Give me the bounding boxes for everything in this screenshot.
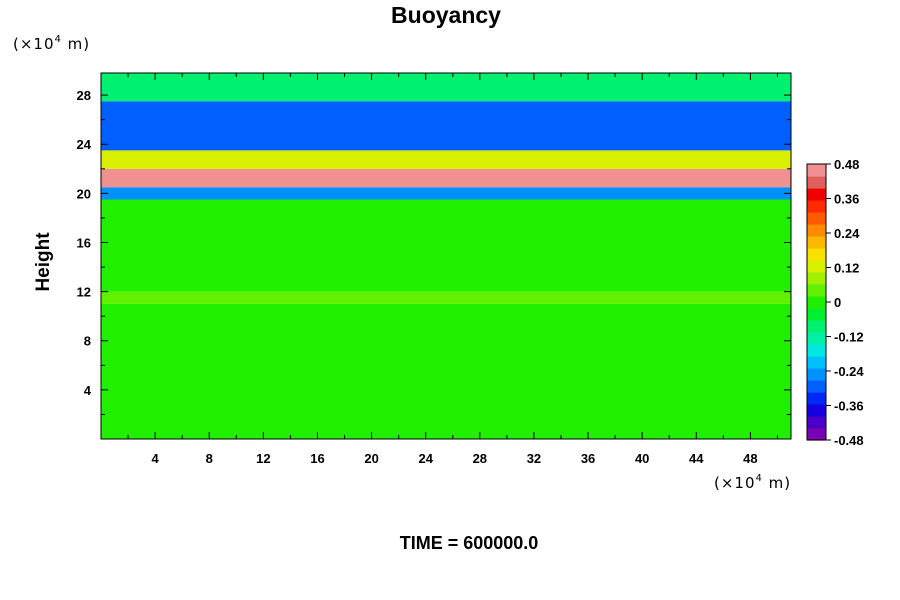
y-tick-label: 8 <box>84 334 91 349</box>
heatmap-field <box>101 73 791 439</box>
x-tick-label: 4 <box>152 451 160 466</box>
colorbar-swatch <box>807 332 826 345</box>
colorbar-swatch <box>807 380 826 393</box>
colorbar-swatch <box>807 428 826 441</box>
x-tick-label: 40 <box>635 451 649 466</box>
colorbar-swatch <box>807 272 826 285</box>
x-tick-label: 32 <box>527 451 541 466</box>
colorbar-tick-label: 0 <box>834 295 841 310</box>
y-tick-label: 12 <box>77 285 91 300</box>
x-tick-label: 8 <box>206 451 213 466</box>
colorbar-swatch <box>807 308 826 321</box>
y-axis-unit: (×104 m) <box>13 34 90 53</box>
colorbar-swatch <box>807 188 826 201</box>
colorbar-swatch <box>807 164 826 177</box>
y-tick-label: 24 <box>77 137 92 152</box>
x-tick-label: 24 <box>418 451 433 466</box>
heatmap-band <box>101 199 791 292</box>
colorbar-swatch <box>807 320 826 333</box>
x-tick-label: 16 <box>310 451 324 466</box>
colorbar-tick-label: 0.48 <box>834 157 859 172</box>
heatmap-band <box>101 303 791 439</box>
heatmap-band <box>101 73 791 102</box>
colorbar-swatch <box>807 236 826 249</box>
colorbar-swatch <box>807 368 826 381</box>
x-tick-label: 44 <box>689 451 704 466</box>
colorbar-tick-label: -0.12 <box>834 330 864 345</box>
x-tick-label: 20 <box>364 451 378 466</box>
colorbar-tick-label: 0.36 <box>834 192 859 207</box>
colorbar: 0.48 0.36 0.24 0.12 0 -0.12 -0.24 -0.36 -0.48 <box>806 157 864 448</box>
colorbar-swatch <box>807 392 826 405</box>
colorbar-swatch <box>807 344 826 357</box>
y-tick-label: 20 <box>77 186 91 201</box>
colorbar-tick-label: 0.12 <box>834 261 859 276</box>
x-tick-label: 28 <box>473 451 487 466</box>
heatmap-band <box>101 101 791 151</box>
colorbar-tick-label: 0.24 <box>834 226 860 241</box>
y-tick-label: 28 <box>77 88 91 103</box>
colorbar-swatch <box>807 212 826 225</box>
heatmap-band <box>101 291 791 304</box>
colorbar-swatch <box>807 416 826 429</box>
colorbar-swatch <box>807 356 826 369</box>
colorbar-swatch <box>807 404 826 417</box>
y-tick-label: 4 <box>84 383 92 398</box>
colorbar-swatch <box>807 224 826 237</box>
heatmap-band <box>101 150 791 169</box>
time-footer: TIME = 600000.0 <box>400 533 539 553</box>
colorbar-tick-label: -0.48 <box>834 433 864 448</box>
plot-frame <box>100 72 792 440</box>
y-tick-label: 16 <box>77 235 91 250</box>
colorbar-swatch <box>807 260 826 273</box>
x-tick-label: 48 <box>743 451 757 466</box>
x-tick-label: 36 <box>581 451 595 466</box>
colorbar-tick-label: -0.24 <box>834 364 864 379</box>
colorbar-swatch <box>807 248 826 261</box>
colorbar-swatch <box>807 176 826 189</box>
heatmap-band <box>101 168 791 188</box>
y-axis-label: Height <box>33 232 54 292</box>
heatmap-band <box>101 187 791 200</box>
chart-title: Buoyancy <box>391 2 501 28</box>
colorbar-swatch <box>807 284 826 297</box>
colorbar-swatch <box>807 296 826 309</box>
x-tick-label: 12 <box>256 451 270 466</box>
colorbar-swatch <box>807 200 826 213</box>
x-axis-unit: (×104 m) <box>714 473 791 492</box>
colorbar-tick-label: -0.36 <box>834 399 864 414</box>
